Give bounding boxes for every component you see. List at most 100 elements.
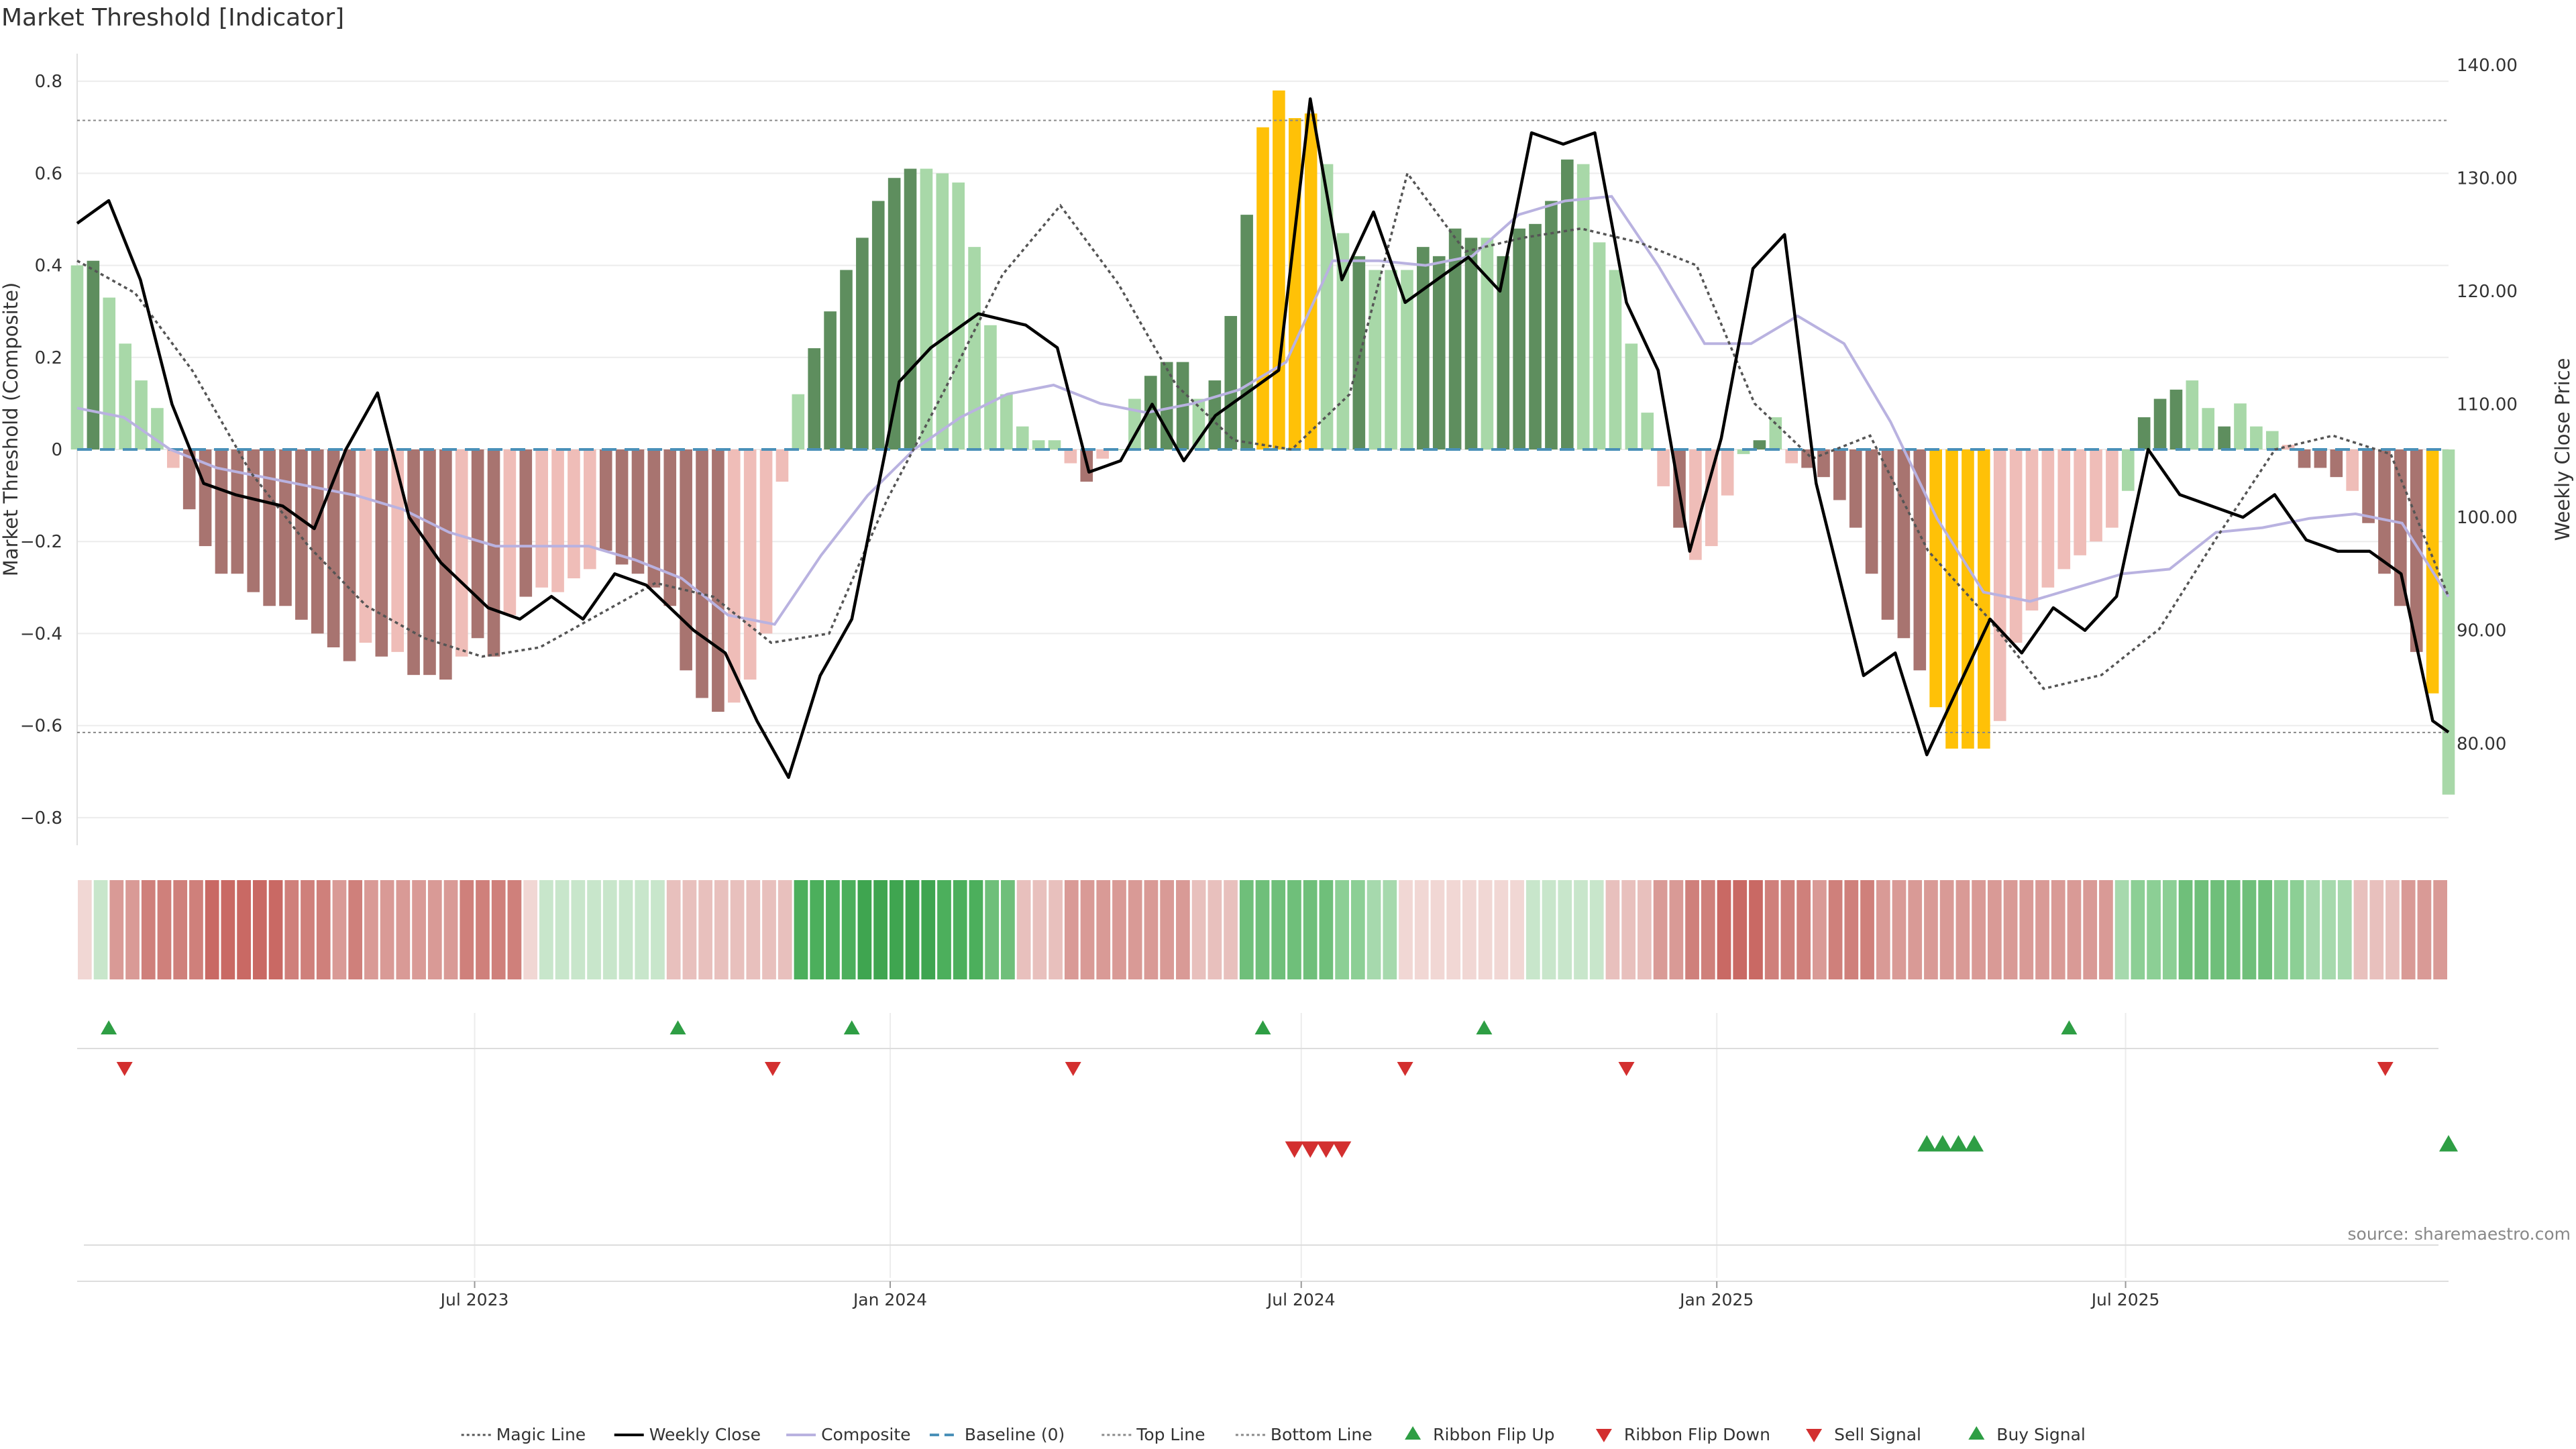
ribbon-cell bbox=[396, 880, 411, 979]
ribbon-cell bbox=[157, 880, 172, 979]
ribbon-cell bbox=[78, 880, 92, 979]
composite-bar bbox=[696, 449, 708, 698]
legend-item: Ribbon Flip Up bbox=[1405, 1425, 1555, 1444]
source-label: source: sharemaestro.com bbox=[2348, 1224, 2571, 1244]
composite-bar bbox=[1448, 228, 1462, 449]
composite-bar bbox=[840, 270, 853, 449]
composite-bar bbox=[1913, 449, 1927, 671]
ribbon-cell bbox=[2226, 880, 2241, 979]
ribbon-flip-up-marker bbox=[2061, 1020, 2078, 1034]
sell-signal-marker bbox=[1301, 1141, 1320, 1158]
composite-bar bbox=[2234, 403, 2247, 449]
ribbon-cell bbox=[2210, 880, 2224, 979]
ribbon-cell bbox=[714, 880, 729, 979]
composite-bar bbox=[936, 173, 949, 449]
composite-bar bbox=[1576, 164, 1590, 449]
legend-item: Buy Signal bbox=[1968, 1425, 2086, 1444]
composite-bar bbox=[2090, 449, 2102, 542]
composite-bar bbox=[856, 237, 869, 449]
x-tick-label: Jan 2024 bbox=[852, 1290, 927, 1309]
ribbon-cell bbox=[380, 880, 394, 979]
ribbon-cell bbox=[1844, 880, 1859, 979]
composite-bar bbox=[1929, 449, 1942, 708]
legend-label: Baseline (0) bbox=[965, 1425, 1065, 1444]
composite-bar bbox=[535, 449, 548, 588]
ribbon-cell bbox=[2035, 880, 2049, 979]
ribbon-cell bbox=[93, 880, 108, 979]
composite-bar bbox=[1224, 316, 1238, 449]
composite-bar bbox=[1401, 270, 1413, 449]
composite-bar bbox=[1513, 228, 1525, 449]
ribbon-cell bbox=[1032, 880, 1047, 979]
ribbon-cell bbox=[476, 880, 490, 979]
y-tick-right: 100.00 bbox=[2457, 508, 2518, 528]
legend-swatch bbox=[1595, 1429, 1612, 1442]
ribbon-cell bbox=[427, 880, 442, 979]
composite-bar bbox=[199, 449, 212, 547]
legend-item: Weekly Close bbox=[614, 1425, 761, 1444]
composite-bar bbox=[1993, 449, 2006, 721]
x-axis: Jul 2023 Jan 2024 Jul 2024 Jan 2025 Jul 2025 bbox=[439, 1281, 2160, 1309]
composite-bar bbox=[2378, 449, 2391, 574]
legend-swatch bbox=[1806, 1429, 1823, 1442]
composite-bar bbox=[1785, 449, 1799, 464]
ribbon-cell bbox=[205, 880, 219, 979]
ribbon-cell bbox=[826, 880, 840, 979]
ribbon-cell bbox=[2003, 880, 2018, 979]
ribbon-cell bbox=[619, 880, 633, 979]
legend-item: Baseline (0) bbox=[929, 1425, 1065, 1444]
ribbon-cell bbox=[460, 880, 474, 979]
composite-bar bbox=[2265, 431, 2279, 449]
composite-bar bbox=[1273, 90, 1285, 449]
composite-bar bbox=[2218, 426, 2231, 449]
composite-bar bbox=[1464, 237, 1478, 449]
composite-bar bbox=[824, 311, 837, 449]
ribbon-cell bbox=[237, 880, 251, 979]
ribbon-cell bbox=[1112, 880, 1126, 979]
ribbon-cell bbox=[2322, 880, 2336, 979]
ribbon-cell bbox=[1335, 880, 1349, 979]
ribbon-cell bbox=[1128, 880, 1142, 979]
ribbon-cell bbox=[2306, 880, 2320, 979]
ribbon-cell bbox=[2019, 880, 2034, 979]
composite-bar bbox=[1801, 449, 1814, 468]
chart-title: Market Threshold [Indicator] bbox=[1, 4, 344, 32]
ribbon-cell bbox=[1796, 880, 1811, 979]
composite-bar bbox=[455, 449, 468, 657]
composite-bar bbox=[775, 449, 789, 482]
ribbon-cell bbox=[1287, 880, 1301, 979]
ribbon-cell bbox=[666, 880, 681, 979]
ribbon-cell bbox=[921, 880, 936, 979]
y-tick-left: −0.6 bbox=[20, 716, 62, 737]
y-tick-right: 120.00 bbox=[2457, 282, 2518, 302]
composite-bar bbox=[1625, 343, 1638, 449]
ribbon-cell bbox=[1303, 880, 1318, 979]
legend-label: Ribbon Flip Up bbox=[1433, 1425, 1554, 1444]
ribbon-cell bbox=[2417, 880, 2432, 979]
composite-bar bbox=[1657, 449, 1670, 486]
composite-bar bbox=[2137, 417, 2151, 449]
ribbon-cell bbox=[1764, 880, 1779, 979]
legend-label: Top Line bbox=[1136, 1425, 1205, 1444]
composite-bar bbox=[1048, 440, 1061, 449]
legend-label: Ribbon Flip Down bbox=[1624, 1425, 1770, 1444]
ribbon-cell bbox=[109, 880, 124, 979]
composite-bar bbox=[1641, 413, 1654, 449]
composite-bar bbox=[487, 449, 500, 657]
legend-label: Buy Signal bbox=[1996, 1425, 2086, 1444]
ribbon-cell bbox=[2274, 880, 2288, 979]
ribbon-cell bbox=[1685, 880, 1699, 979]
composite-bar bbox=[247, 449, 260, 592]
ribbon-cell bbox=[841, 880, 856, 979]
ribbon-cell bbox=[1987, 880, 2002, 979]
x-tick-label: Jul 2025 bbox=[2090, 1290, 2160, 1309]
y-tick-left: 0.4 bbox=[35, 256, 62, 276]
composite-bar bbox=[615, 449, 629, 565]
composite-bar bbox=[359, 449, 372, 643]
composite-bar bbox=[1737, 449, 1750, 454]
ribbon-cell bbox=[1605, 880, 1620, 979]
ribbon-cell bbox=[1001, 880, 1015, 979]
composite-bar bbox=[343, 449, 356, 661]
main-panel: 0.8 0.6 0.4 0.2 0 −0.2 −0.4 −0.6 −0.8 140.00 130.0… bbox=[20, 54, 2518, 1278]
ribbon-cell bbox=[587, 880, 601, 979]
